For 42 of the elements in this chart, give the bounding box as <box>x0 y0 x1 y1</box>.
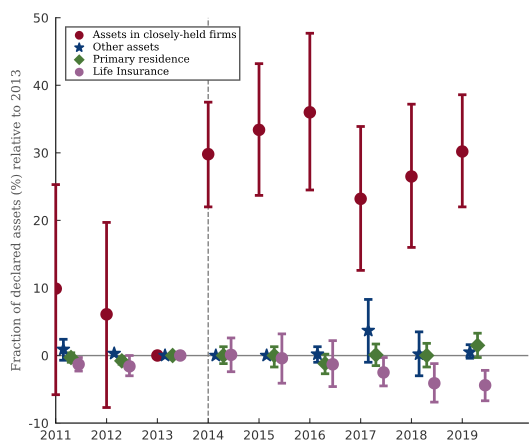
y-tick-label: 20 <box>34 216 48 226</box>
y-tick-label: 50 <box>34 13 48 23</box>
y-tick-label: 0 <box>42 350 48 360</box>
point <box>428 376 441 390</box>
point <box>354 192 367 206</box>
point <box>377 366 390 379</box>
point <box>405 170 418 183</box>
legend-label: Primary residence <box>93 54 190 65</box>
x-tick-label: 2017 <box>346 430 376 440</box>
x-tick-label: 2015 <box>244 430 274 440</box>
x-tick-label: 2013 <box>142 430 172 440</box>
y-tick-label: 30 <box>34 148 48 158</box>
point <box>368 346 384 363</box>
point <box>224 348 238 362</box>
x-tick-label: 2018 <box>396 430 427 440</box>
y-tick-label: -10 <box>29 418 48 428</box>
point <box>107 346 121 360</box>
legend-label: Other assets <box>93 42 159 50</box>
x-tick-label: 2011 <box>40 430 71 440</box>
point <box>418 348 435 364</box>
point <box>252 124 266 136</box>
point <box>202 148 214 160</box>
point <box>478 378 492 392</box>
y-tick-label: 40 <box>34 80 48 90</box>
x-tick-label: 2016 <box>294 430 325 440</box>
point <box>304 106 316 119</box>
x-tick-label: 2019 <box>447 430 478 440</box>
point <box>456 145 469 158</box>
point <box>276 352 288 364</box>
point <box>310 347 324 360</box>
point <box>470 338 486 354</box>
point <box>56 342 70 356</box>
x-tick-label: 2014 <box>193 430 224 440</box>
x-tick-label: 2012 <box>92 430 122 440</box>
point <box>174 349 187 362</box>
point <box>100 308 113 321</box>
legend-label: Life Insurance <box>93 66 169 75</box>
legend-label: Assets in closely-held firms <box>92 30 236 40</box>
y-axis-title: Fraction of declared assets (%) relative to 2013 <box>10 70 22 371</box>
point <box>123 360 136 373</box>
point <box>326 358 339 371</box>
y-tick-label: 10 <box>34 283 48 293</box>
